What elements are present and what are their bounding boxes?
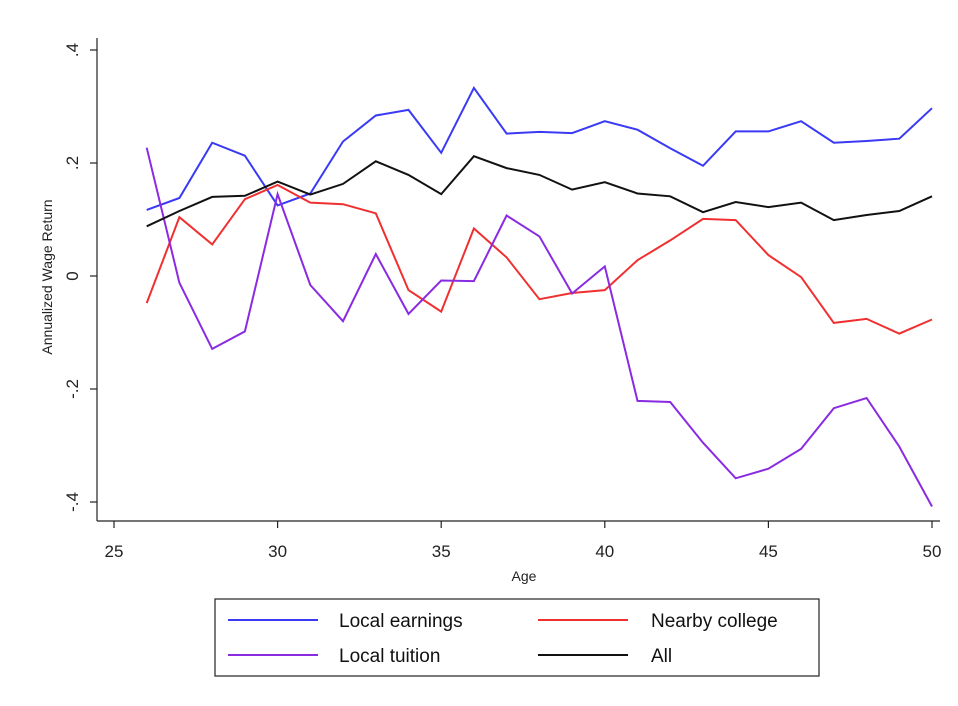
legend-label-local-tuition: Local tuition [339,646,440,667]
legend: Local earnings Nearby college Local tuitio… [214,598,820,677]
axes: 25 30 35 40 45 50 -.4 -.2 0 .2 .4 [63,38,941,561]
legend-label-nearby-college: Nearby college [651,611,778,632]
x-axis-title: Age [512,568,537,584]
x-tick-label: 35 [432,542,451,561]
series-lines [145,85,933,507]
series-line-local-earnings [146,85,933,211]
y-tick-label: -.2 [63,379,82,399]
x-tick-label: 45 [759,542,778,561]
y-tick-label: 0 [63,271,82,280]
y-axis-title: Annualized Wage Return [39,199,55,354]
y-tick-label: .2 [63,156,82,170]
legend-box [214,598,820,677]
x-tick-label: 25 [105,542,124,561]
legend-label-local-earnings: Local earnings [339,611,463,632]
series-line-local-tuition [145,147,933,507]
legend-label-all: All [651,646,672,667]
x-tick-label: 30 [268,542,287,561]
y-tick-label: .4 [63,43,82,57]
y-tick-label: -.4 [63,492,82,512]
series-line-nearby-college [145,183,933,335]
x-tick-label: 40 [595,542,614,561]
series-line-all [146,155,933,228]
x-tick-label: 50 [923,542,942,561]
